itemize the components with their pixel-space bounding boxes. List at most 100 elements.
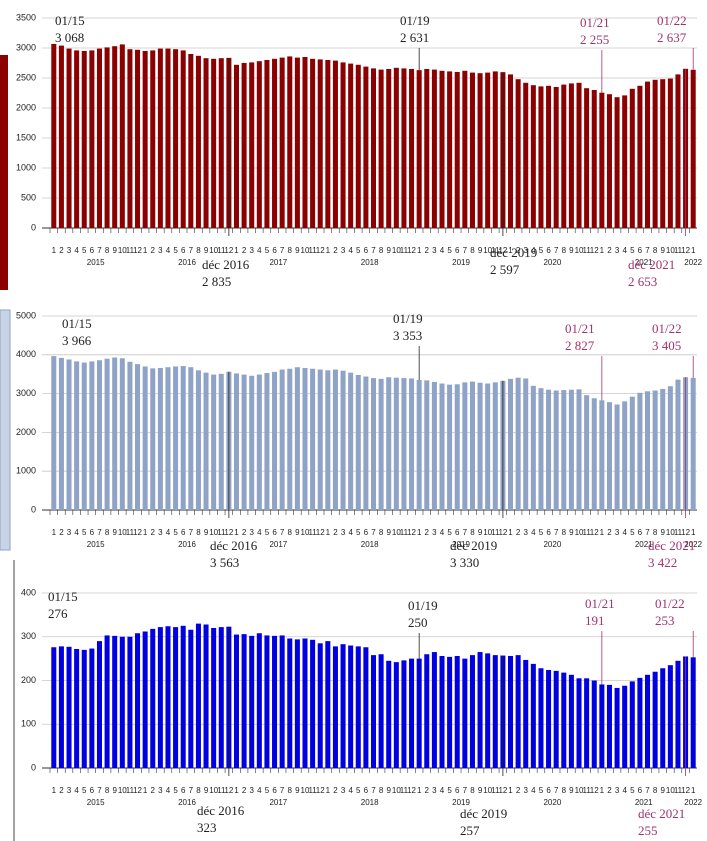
bar bbox=[294, 639, 300, 768]
year-label: 2017 bbox=[269, 258, 287, 267]
bar bbox=[112, 46, 118, 229]
x-tick-label: 2 bbox=[242, 246, 247, 255]
x-tick-label: 5 bbox=[265, 786, 270, 795]
bar bbox=[211, 58, 217, 228]
bar bbox=[546, 670, 552, 768]
bar bbox=[416, 379, 422, 510]
x-tick-label: 7 bbox=[371, 528, 376, 537]
x-tick-label: 5 bbox=[356, 786, 361, 795]
x-tick-label: 8 bbox=[562, 528, 567, 537]
bar bbox=[332, 60, 338, 228]
x-tick-label: 1 bbox=[234, 528, 239, 537]
x-tick-label: 7 bbox=[463, 246, 468, 255]
x-tick-label: 6 bbox=[364, 528, 369, 537]
x-tick-label: 12 bbox=[590, 528, 599, 537]
bar bbox=[302, 638, 308, 768]
bar bbox=[614, 687, 620, 768]
x-tick-label: 5 bbox=[630, 528, 635, 537]
bar bbox=[218, 58, 224, 229]
annotation-label: déc 2021 bbox=[638, 806, 685, 821]
bar bbox=[568, 674, 574, 768]
annotation-value: 3 966 bbox=[62, 333, 92, 348]
bar bbox=[150, 628, 156, 768]
x-tick-label: 2 bbox=[333, 246, 338, 255]
bar bbox=[530, 85, 536, 228]
bar bbox=[690, 657, 696, 768]
x-tick-label: 4 bbox=[440, 786, 445, 795]
bar bbox=[485, 653, 491, 768]
bar bbox=[546, 85, 552, 228]
bar bbox=[667, 386, 673, 510]
bar bbox=[507, 656, 514, 768]
x-tick-label: 3 bbox=[615, 528, 620, 537]
x-tick-label: 9 bbox=[478, 246, 483, 255]
bar bbox=[431, 69, 437, 228]
x-tick-label: 6 bbox=[181, 528, 186, 537]
bar bbox=[492, 382, 498, 510]
x-tick-label: 9 bbox=[569, 786, 574, 795]
x-tick-label: 10 bbox=[301, 528, 310, 537]
x-tick-label: 3 bbox=[158, 528, 163, 537]
annotation-label: 01/15 bbox=[55, 13, 85, 28]
x-tick-label: 2 bbox=[151, 246, 156, 255]
x-tick-label: 7 bbox=[189, 246, 194, 255]
x-tick-label: 1 bbox=[326, 246, 331, 255]
x-tick-label: 2 bbox=[425, 786, 430, 795]
bar bbox=[629, 88, 635, 228]
x-tick-label: 11 bbox=[674, 786, 683, 795]
bar bbox=[348, 645, 354, 768]
bar bbox=[409, 69, 415, 228]
x-tick-label: 2 bbox=[242, 528, 247, 537]
bar bbox=[165, 48, 171, 228]
bar bbox=[325, 370, 331, 510]
x-tick-label: 2 bbox=[333, 528, 338, 537]
bar bbox=[675, 660, 681, 768]
bar bbox=[119, 358, 125, 510]
bar bbox=[112, 357, 118, 510]
bar bbox=[340, 62, 346, 229]
x-tick-label: 8 bbox=[653, 246, 658, 255]
bar bbox=[462, 70, 468, 228]
x-tick-label: 8 bbox=[288, 786, 293, 795]
bar bbox=[401, 68, 407, 229]
bar bbox=[454, 656, 460, 768]
annotation-value: 191 bbox=[585, 613, 605, 628]
bar bbox=[157, 48, 163, 228]
bar bbox=[363, 376, 369, 510]
x-tick-label: 4 bbox=[348, 246, 353, 255]
bar bbox=[89, 361, 95, 510]
year-label: 2020 bbox=[543, 258, 561, 267]
x-tick-label: 10 bbox=[392, 246, 401, 255]
x-tick-label: 5 bbox=[356, 528, 361, 537]
bar bbox=[294, 57, 300, 228]
bar bbox=[477, 382, 483, 510]
bar bbox=[332, 646, 338, 768]
bar bbox=[127, 49, 133, 229]
bar bbox=[370, 378, 377, 510]
x-tick-label: 1 bbox=[234, 246, 239, 255]
x-tick-label: 3 bbox=[249, 528, 254, 537]
bar bbox=[135, 364, 141, 510]
x-tick-label: 1 bbox=[508, 528, 513, 537]
x-tick-label: 4 bbox=[257, 786, 262, 795]
x-tick-label: 7 bbox=[97, 246, 102, 255]
y-tick-label: 400 bbox=[21, 587, 36, 597]
bar bbox=[112, 635, 118, 768]
annotation-label: déc 2019 bbox=[460, 806, 507, 821]
x-tick-label: 11 bbox=[217, 786, 226, 795]
x-tick-label: 2 bbox=[333, 786, 338, 795]
y-tick-label: 300 bbox=[21, 631, 36, 641]
x-tick-label: 12 bbox=[590, 786, 599, 795]
x-tick-label: 3 bbox=[341, 786, 346, 795]
x-tick-label: 3 bbox=[432, 246, 437, 255]
bar bbox=[203, 624, 209, 768]
annotation-label: 01/21 bbox=[580, 15, 610, 30]
bar bbox=[81, 362, 87, 510]
x-tick-label: 7 bbox=[280, 786, 285, 795]
x-tick-label: 3 bbox=[524, 786, 529, 795]
year-label: 2022 bbox=[684, 258, 702, 267]
x-tick-label: 6 bbox=[546, 246, 551, 255]
bar bbox=[462, 382, 468, 510]
annotation-label: 01/15 bbox=[62, 316, 92, 331]
year-label: 2016 bbox=[178, 258, 196, 267]
